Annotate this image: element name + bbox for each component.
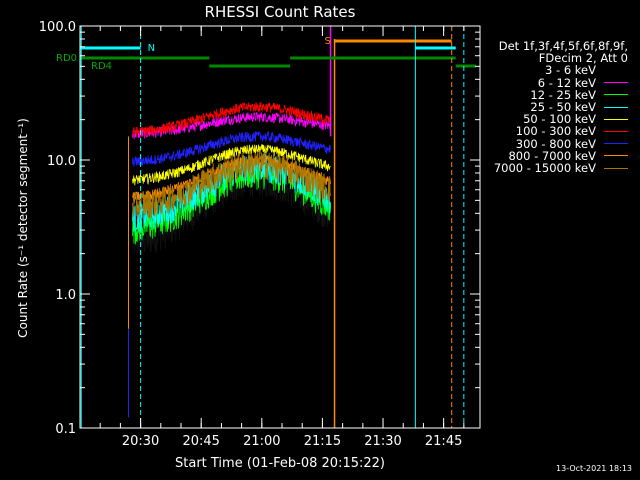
x-axis-label: Start Time (01-Feb-08 20:15:22) [175, 456, 385, 471]
y-tick-label: 100.0 [39, 20, 76, 35]
x-tick-label: 20:45 [182, 434, 219, 449]
label-rd0: RD0 [56, 53, 77, 64]
legend-entry-label: 300 - 800 keV [515, 136, 596, 151]
legend-header-line-2: FDecim 2, Att 0 [538, 51, 628, 66]
legend-header-line-1: Det 1f,3f,4f,5f,6f,8f,9f, [498, 39, 628, 53]
x-tick-label: 21:15 [304, 434, 341, 449]
legend-swatch [604, 167, 628, 169]
chart-title: RHESSI Count Rates [205, 3, 356, 21]
legend-entry: 3 - 6 keV [468, 63, 628, 78]
series-line-5 [132, 101, 331, 138]
x-tick-label: 21:00 [243, 434, 280, 449]
plot-area: N S RD0 RD4 0.1 1.0 10.0 100.0 20:30 20:45 21:00 21… [39, 20, 481, 449]
series-line-8 [132, 150, 331, 221]
legend-entry: 7000 - 15000 keV [468, 162, 628, 174]
generation-timestamp: 13-Oct-2021 18:13 [556, 464, 632, 473]
legend-entry-label: 25 - 50 keV [530, 100, 596, 115]
plot-frame [79, 25, 481, 429]
y-tick-label: 10.0 [47, 154, 76, 169]
y-tick-label: 0.1 [55, 422, 76, 437]
label-rd4: RD4 [91, 61, 112, 72]
legend-swatch [604, 143, 628, 145]
series-line-6 [132, 131, 331, 167]
legend-swatch [604, 82, 628, 84]
label-night-n: N [148, 43, 155, 54]
legend-entry-label: 800 - 7000 keV [508, 148, 596, 163]
x-tick-label: 21:45 [425, 434, 462, 449]
legend-entry: 50 - 100 keV [468, 113, 628, 125]
y-axis-label: Count Rate (s⁻¹ detector segment⁻¹) [16, 118, 30, 338]
legend-entry: 25 - 50 keV [468, 101, 628, 113]
legend-entry-label: 3 - 6 keV [545, 63, 596, 78]
legend-entry: 800 - 7000 keV [468, 150, 628, 162]
legend-swatch [604, 131, 628, 133]
y-tick-label: 1.0 [55, 288, 76, 303]
legend-entry-label: 100 - 300 keV [515, 124, 596, 139]
series-line-1 [132, 112, 331, 140]
legend: Det 1f,3f,4f,5f,6f,8f,9f, FDecim 2, Att … [468, 40, 628, 174]
legend-entry-label: 12 - 25 keV [530, 87, 596, 102]
legend-swatch [604, 70, 628, 71]
legend-entry: 300 - 800 keV [468, 136, 628, 151]
legend-swatch [604, 106, 628, 108]
x-tick-label: 21:30 [364, 434, 401, 449]
label-saa-s: S [325, 36, 331, 47]
legend-swatch [604, 155, 628, 157]
legend-entry-label: 7000 - 15000 keV [493, 161, 596, 176]
x-tick-label: 20:30 [122, 434, 159, 449]
legend-swatch [604, 118, 628, 120]
legend-entry-label: 6 - 12 keV [537, 75, 596, 90]
legend-entry-label: 50 - 100 keV [523, 112, 596, 127]
legend-entry: 100 - 300 keV [468, 124, 628, 139]
legend-swatch [604, 94, 628, 96]
legend-entry: 12 - 25 keV [468, 89, 628, 101]
legend-entry: 6 - 12 keV [468, 75, 628, 90]
